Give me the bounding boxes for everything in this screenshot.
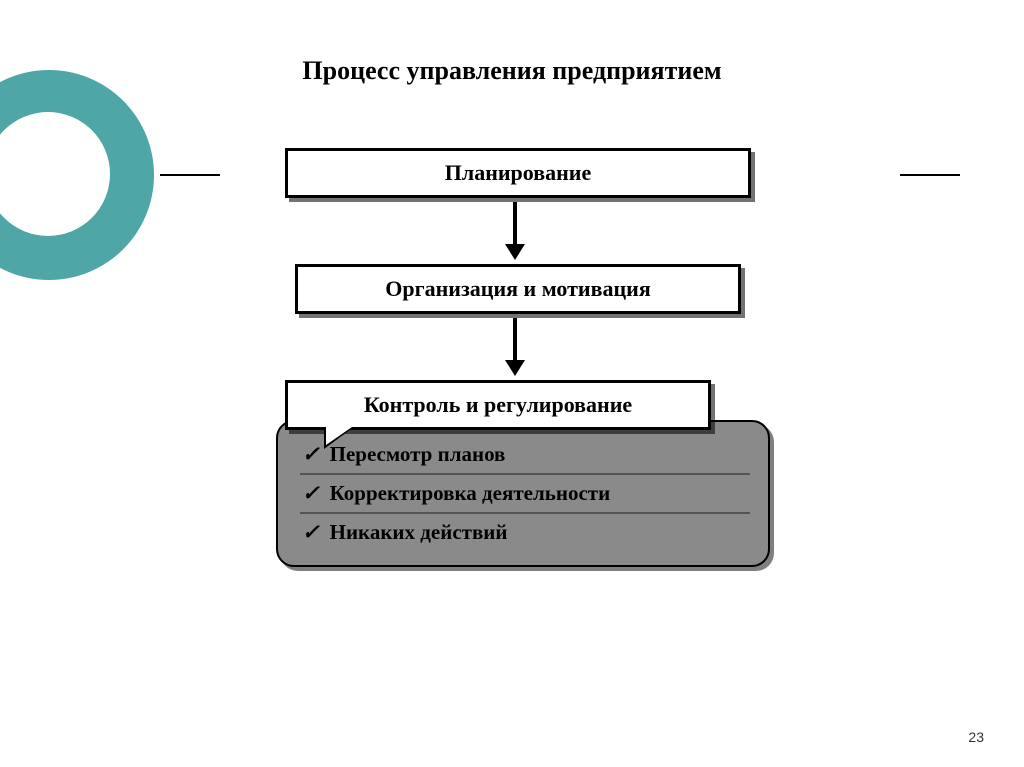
notch-icon: [326, 427, 352, 445]
flow-box-label: Контроль и регулирование: [364, 392, 632, 417]
flow-box-planning: Планирование: [285, 148, 751, 198]
outcome-label: Пересмотр планов: [330, 442, 506, 467]
arrow-2: [270, 318, 760, 376]
outcome-row: ✓ Корректировка деятельности: [300, 475, 750, 514]
outcome-label: Никаких действий: [330, 520, 508, 545]
flow-box-label: Планирование: [445, 160, 592, 185]
page-title: Процесс управления предприятием: [0, 56, 1024, 86]
check-icon: ✓: [302, 442, 320, 467]
side-line-left: [160, 174, 220, 176]
side-line-right: [900, 174, 960, 176]
outcome-row: ✓ Никаких действий: [300, 514, 750, 551]
flow-box-control: Контроль и регулирование: [285, 380, 711, 430]
arrow-1: [270, 202, 760, 260]
outcome-row: ✓ Пересмотр планов: [300, 436, 750, 475]
check-icon: ✓: [302, 520, 320, 545]
flowchart: Планирование Организация и мотивация Кон…: [270, 148, 760, 567]
check-icon: ✓: [302, 481, 320, 506]
slide-number: 23: [968, 729, 984, 745]
flow-box-label: Организация и мотивация: [385, 276, 650, 301]
flow-box-organization: Организация и мотивация: [295, 264, 741, 314]
outcome-label: Корректировка деятельности: [330, 481, 611, 506]
